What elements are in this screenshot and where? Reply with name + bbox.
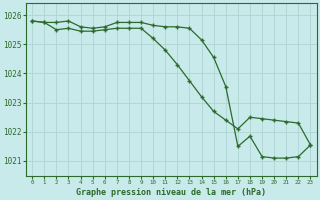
X-axis label: Graphe pression niveau de la mer (hPa): Graphe pression niveau de la mer (hPa) [76, 188, 266, 197]
